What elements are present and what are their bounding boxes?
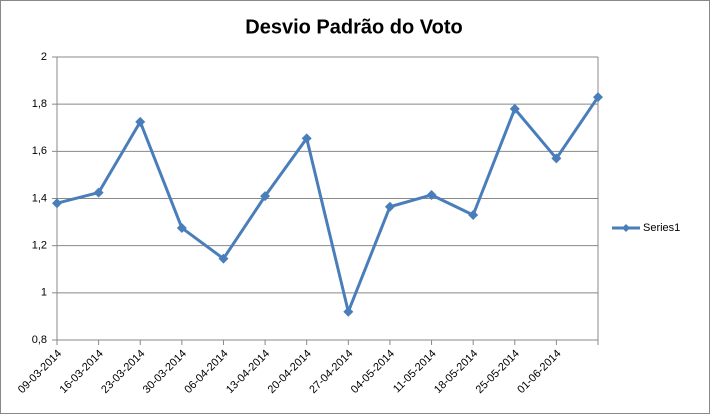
marker: [426, 189, 437, 200]
marker: [343, 306, 354, 317]
y-tick-label: 1,8: [32, 98, 47, 110]
y-tick-label: 1,6: [32, 145, 47, 157]
marker: [551, 153, 562, 164]
legend-marker: [622, 224, 630, 232]
marker: [52, 198, 62, 209]
marker: [301, 133, 312, 144]
y-tick-label: 0,8: [32, 334, 47, 346]
line: [56, 96, 600, 314]
marker: [593, 92, 603, 103]
y-tick-label: 2: [41, 51, 47, 63]
marker: [509, 103, 520, 114]
y-tick-label: 1: [41, 287, 47, 299]
y-tick-label: 1,4: [32, 192, 47, 204]
marker: [135, 116, 146, 127]
legend-label: Series1: [643, 222, 680, 234]
y-tick-label: 1,2: [32, 240, 47, 252]
marker: [93, 187, 104, 198]
marker: [260, 191, 271, 202]
chart-title: Desvio Padrão do Voto: [245, 16, 462, 38]
marker: [384, 201, 395, 212]
marker: [468, 210, 479, 221]
marker: [176, 222, 187, 233]
marker: [218, 253, 229, 264]
